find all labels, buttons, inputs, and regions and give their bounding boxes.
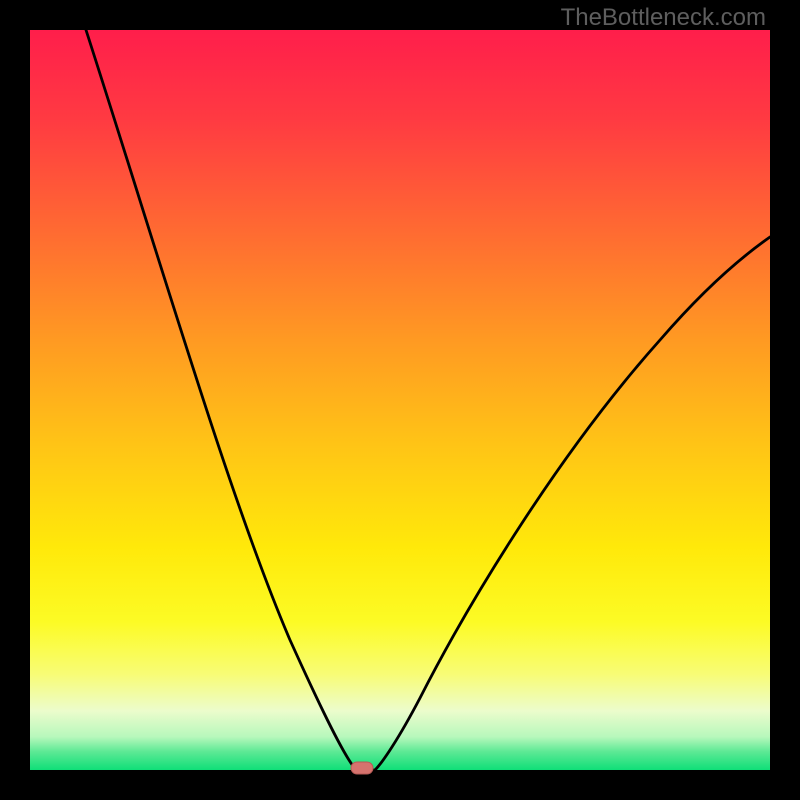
watermark-text: TheBottleneck.com	[561, 4, 766, 32]
curve-layer	[0, 0, 800, 800]
bottleneck-curve	[86, 30, 770, 770]
minimum-marker	[351, 762, 373, 774]
chart-frame: TheBottleneck.com	[0, 0, 800, 800]
